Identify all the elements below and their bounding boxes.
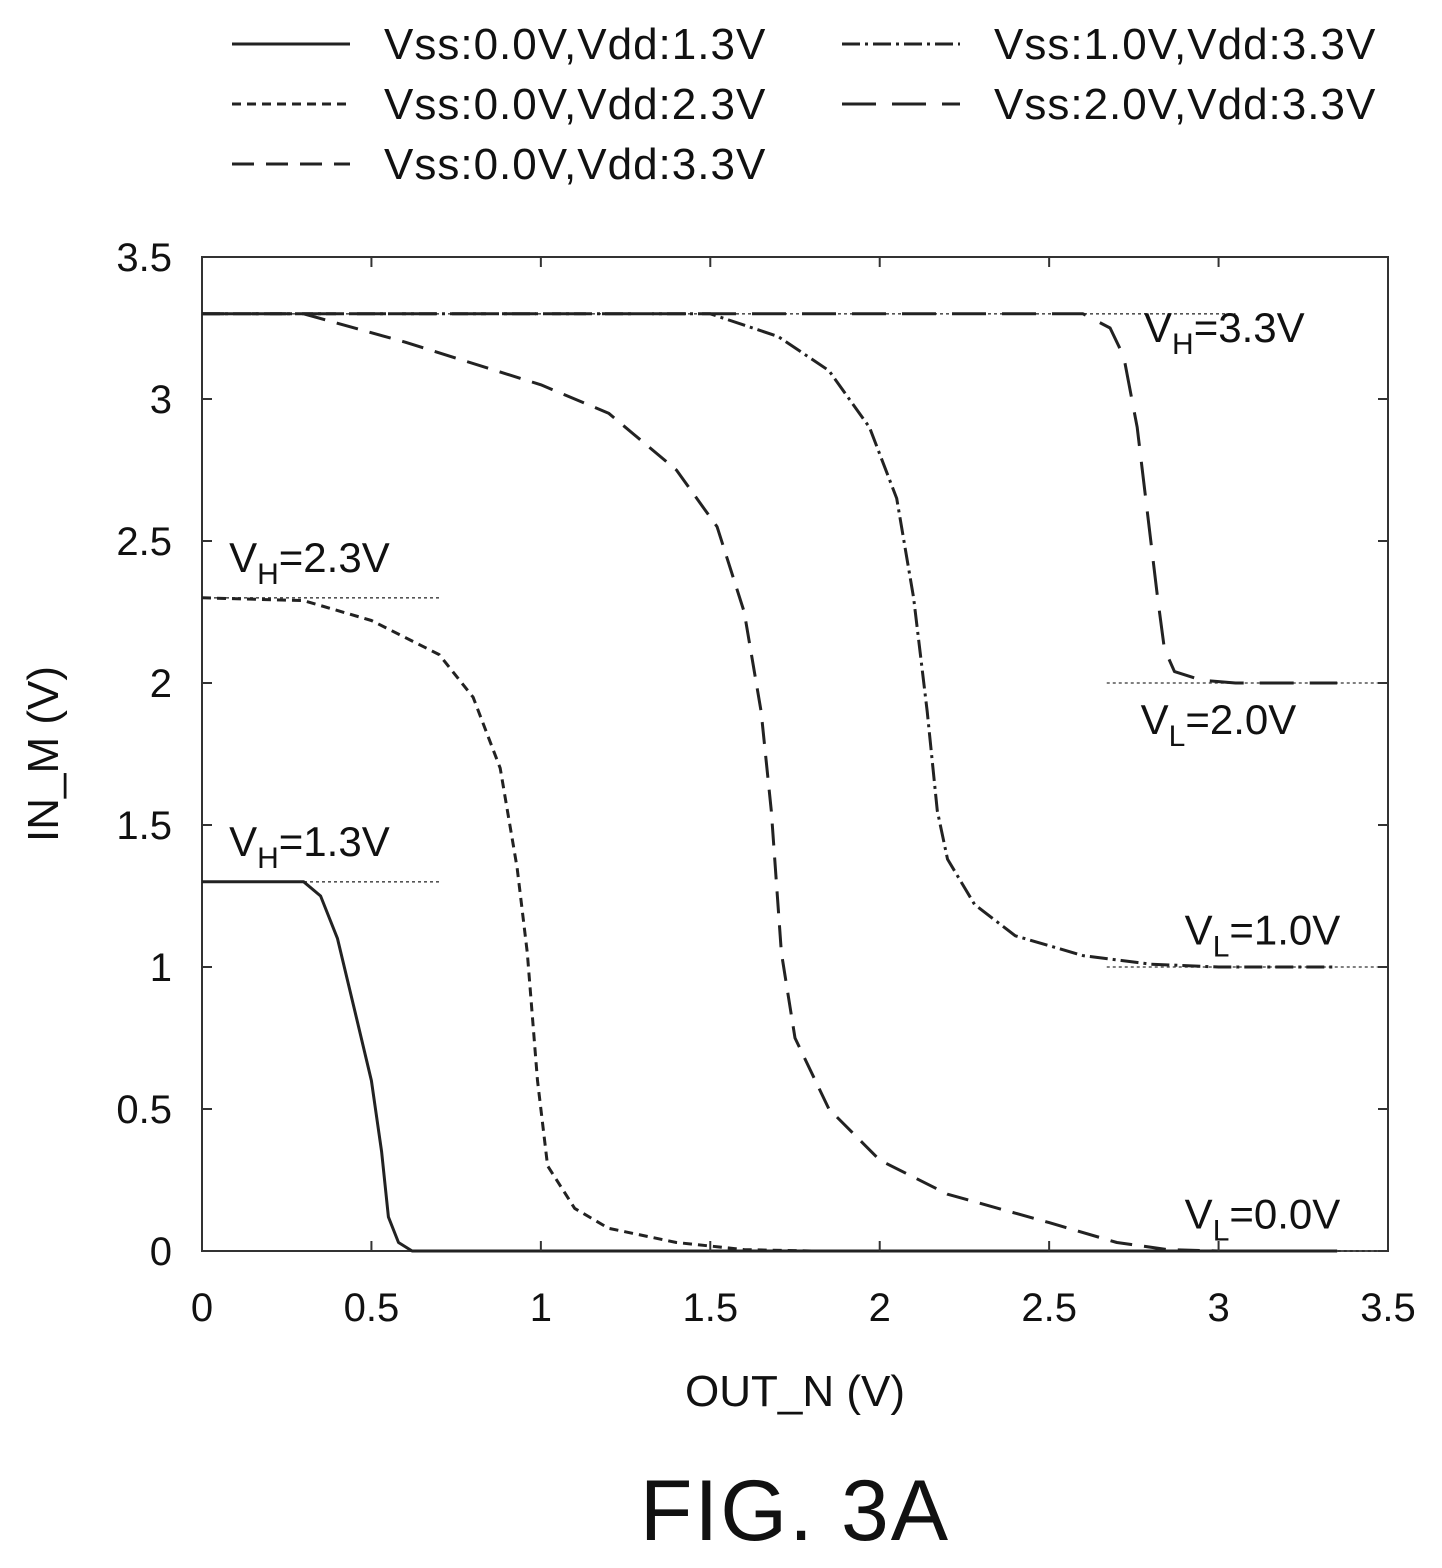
series-line bbox=[202, 312, 1338, 1253]
y-tick-label: 1.5 bbox=[116, 804, 172, 848]
y-tick-label: 0 bbox=[150, 1230, 172, 1274]
reference-lines bbox=[202, 312, 1378, 1252]
legend: Vss:0.0V,Vdd:1.3V Vss:0.0V,Vdd:2.3V Vss:0.… bbox=[232, 20, 1376, 189]
series-line bbox=[202, 880, 1338, 1253]
legend-label: Vss:0.0V,Vdd:3.3V bbox=[384, 140, 766, 189]
x-tick-label: 1.5 bbox=[682, 1286, 738, 1330]
x-tick-label: 0 bbox=[191, 1286, 213, 1330]
series-line bbox=[202, 312, 1338, 969]
x-tick-label: 3.5 bbox=[1360, 1286, 1416, 1330]
y-tick-label: 1 bbox=[150, 946, 172, 990]
level-annotation: VL=2.0V bbox=[1141, 696, 1297, 753]
x-tick-label: 2.5 bbox=[1021, 1286, 1077, 1330]
x-tick-label: 3 bbox=[1207, 1286, 1229, 1330]
legend-label: Vss:2.0V,Vdd:3.3V bbox=[994, 80, 1376, 129]
level-annotation: VL=1.0V bbox=[1185, 906, 1341, 963]
x-tick-label: 1 bbox=[530, 1286, 552, 1330]
y-axis-title: IN_M (V) bbox=[19, 666, 68, 842]
x-tick-label: 2 bbox=[869, 1286, 891, 1330]
level-annotation: VH=2.3V bbox=[229, 534, 390, 591]
axis-ticks: 0 0.5 1 1.5 2 2.5 3 3.5 0 0.5 1 1.5 2 2.5 3 3.5 bbox=[116, 236, 1415, 1330]
level-annotation: VH=1.3V bbox=[229, 818, 390, 875]
level-annotation: VH=3.3V bbox=[1144, 304, 1305, 361]
plot-frame bbox=[201, 256, 1389, 1252]
series-line bbox=[202, 312, 1338, 685]
y-tick-label: 3 bbox=[150, 378, 172, 422]
series-lines bbox=[201, 312, 1338, 1253]
y-tick-label: 0.5 bbox=[116, 1088, 172, 1132]
annotations: VH=3.3V VH=2.3V VH=1.3V VL=2.0V VL=1.0V VL=0.… bbox=[229, 304, 1340, 1247]
y-tick-label: 2.5 bbox=[116, 520, 172, 564]
series-line bbox=[201, 596, 1338, 1253]
legend-label: Vss:0.0V,Vdd:2.3V bbox=[384, 80, 766, 129]
x-axis-title: OUT_N (V) bbox=[685, 1367, 905, 1416]
legend-label: Vss:1.0V,Vdd:3.3V bbox=[994, 20, 1376, 69]
figure-caption: FIG. 3A bbox=[640, 1463, 950, 1559]
y-tick-label: 2 bbox=[150, 662, 172, 706]
level-annotation: VL=0.0V bbox=[1185, 1190, 1341, 1247]
legend-label: Vss:0.0V,Vdd:1.3V bbox=[384, 20, 766, 69]
x-tick-label: 0.5 bbox=[344, 1286, 400, 1330]
y-tick-label: 3.5 bbox=[116, 236, 172, 280]
